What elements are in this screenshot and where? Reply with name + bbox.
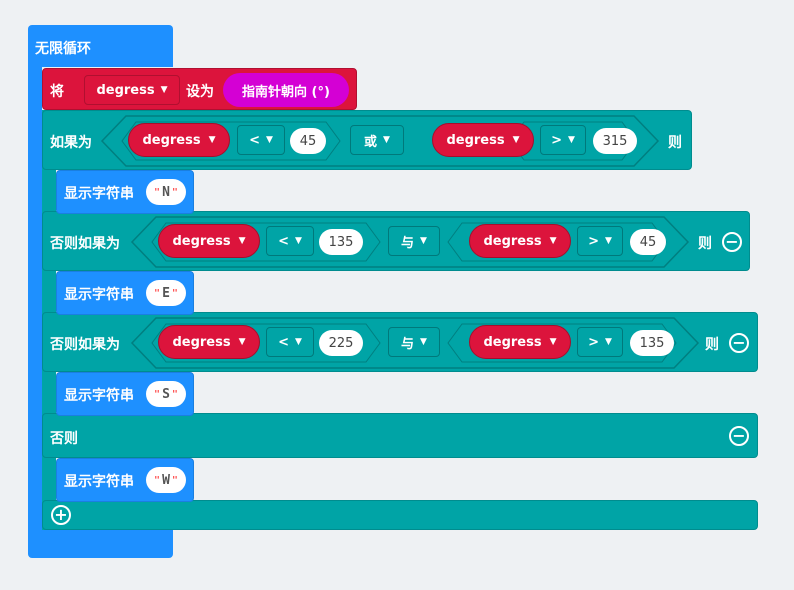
condition-1-val2[interactable]: 315	[593, 128, 637, 154]
var-label: degress	[172, 334, 231, 350]
var-label: degress	[483, 334, 542, 350]
caret-down-icon: ▼	[238, 236, 246, 246]
condition-1-left-var[interactable]: degress ▼	[128, 123, 230, 157]
logic-label: 与	[401, 235, 415, 251]
op-label: <	[278, 334, 289, 350]
quote-icon: "	[154, 474, 161, 486]
caret-down-icon: ▼	[265, 135, 273, 145]
else-row[interactable]	[42, 413, 758, 458]
else-if-label: 否则如果为	[50, 236, 120, 252]
string-value: S	[162, 386, 170, 402]
then-label: 则	[668, 135, 682, 151]
condition-3-op2-dropdown[interactable]: > ▼	[577, 327, 623, 357]
condition-1-right-var[interactable]: degress ▼	[432, 123, 534, 157]
compass-heading-block[interactable]: 指南针朝向 (°)	[223, 73, 349, 107]
set-prefix-label: 将	[50, 84, 64, 100]
caret-down-icon: ▼	[160, 85, 168, 95]
minus-circle-icon[interactable]: −	[722, 232, 742, 252]
quote-icon: "	[171, 388, 178, 400]
op-label: >	[551, 132, 562, 148]
condition-2-right-var[interactable]: degress ▼	[469, 224, 571, 258]
condition-2-left-var[interactable]: degress ▼	[158, 224, 260, 258]
var-label: degress	[483, 233, 542, 249]
quote-icon: "	[154, 388, 161, 400]
var-label: degress	[446, 132, 505, 148]
caret-down-icon: ▼	[512, 135, 520, 145]
condition-3-left-var[interactable]: degress ▼	[158, 325, 260, 359]
caret-down-icon: ▼	[420, 337, 427, 347]
quote-icon: "	[171, 186, 178, 198]
condition-3-right-var[interactable]: degress ▼	[469, 325, 571, 359]
condition-1-logic-dropdown[interactable]: 或 ▼	[350, 125, 404, 155]
caret-down-icon: ▼	[604, 236, 612, 246]
condition-1-op2-dropdown[interactable]: > ▼	[540, 125, 586, 155]
string-value-pill[interactable]: " W "	[146, 467, 186, 493]
caret-down-icon: ▼	[208, 135, 216, 145]
logic-label: 与	[401, 336, 415, 352]
caret-down-icon: ▼	[549, 236, 557, 246]
else-if-label: 否则如果为	[50, 337, 120, 353]
condition-3-val1[interactable]: 225	[319, 330, 363, 356]
condition-1-val1[interactable]: 45	[290, 128, 326, 154]
condition-2-val2[interactable]: 45	[630, 229, 666, 255]
forever-block-side	[28, 60, 42, 530]
condition-2-logic-dropdown[interactable]: 与 ▼	[388, 226, 440, 256]
op-label: <	[278, 233, 289, 249]
if-label: 如果为	[50, 135, 92, 151]
minus-circle-icon[interactable]: −	[729, 333, 749, 353]
caret-down-icon: ▼	[604, 337, 612, 347]
show-string-label: 显示字符串	[64, 388, 134, 404]
caret-down-icon: ▼	[294, 337, 302, 347]
variable-dropdown-label: degress	[96, 82, 155, 98]
caret-down-icon: ▼	[238, 337, 246, 347]
string-value-pill[interactable]: " S "	[146, 381, 186, 407]
caret-down-icon: ▼	[294, 236, 302, 246]
then-label: 则	[705, 337, 719, 353]
forever-label: 无限循环	[35, 41, 91, 57]
logic-label: 或	[364, 134, 378, 150]
condition-outline-3	[130, 317, 700, 369]
set-to-label: 设为	[186, 84, 214, 100]
minus-circle-icon[interactable]: −	[729, 426, 749, 446]
plus-circle-icon[interactable]: +	[51, 505, 71, 525]
variable-dropdown[interactable]: degress ▼	[84, 75, 180, 105]
quote-icon: "	[154, 186, 161, 198]
forever-block-bottom	[28, 528, 173, 558]
forever-block[interactable]	[28, 25, 173, 67]
else-label: 否则	[50, 431, 78, 447]
var-label: degress	[172, 233, 231, 249]
op-label: >	[588, 334, 599, 350]
op-label: >	[588, 233, 599, 249]
condition-2-op2-dropdown[interactable]: > ▼	[577, 226, 623, 256]
quote-icon: "	[171, 474, 178, 486]
quote-icon: "	[154, 287, 161, 299]
caret-down-icon: ▼	[549, 337, 557, 347]
caret-down-icon: ▼	[420, 236, 427, 246]
caret-down-icon: ▼	[567, 135, 575, 145]
caret-down-icon: ▼	[383, 135, 390, 145]
string-value-pill[interactable]: " E "	[146, 280, 186, 306]
condition-2-op1-dropdown[interactable]: < ▼	[266, 226, 314, 256]
condition-2-val1[interactable]: 135	[319, 229, 363, 255]
then-label: 则	[698, 236, 712, 252]
string-value: N	[162, 184, 170, 200]
show-string-label: 显示字符串	[64, 186, 134, 202]
condition-3-val2[interactable]: 135	[630, 330, 674, 356]
if-block-bottom	[42, 500, 758, 530]
show-string-label: 显示字符串	[64, 474, 134, 490]
show-string-label: 显示字符串	[64, 287, 134, 303]
string-value: W	[162, 472, 170, 488]
string-value-pill[interactable]: " N "	[146, 179, 186, 205]
quote-icon: "	[171, 287, 178, 299]
condition-3-logic-dropdown[interactable]: 与 ▼	[388, 327, 440, 357]
condition-outline-2	[130, 216, 690, 268]
string-value: E	[162, 285, 170, 301]
var-label: degress	[142, 132, 201, 148]
condition-1-op1-dropdown[interactable]: < ▼	[237, 125, 285, 155]
op-label: <	[249, 132, 260, 148]
condition-3-op1-dropdown[interactable]: < ▼	[266, 327, 314, 357]
